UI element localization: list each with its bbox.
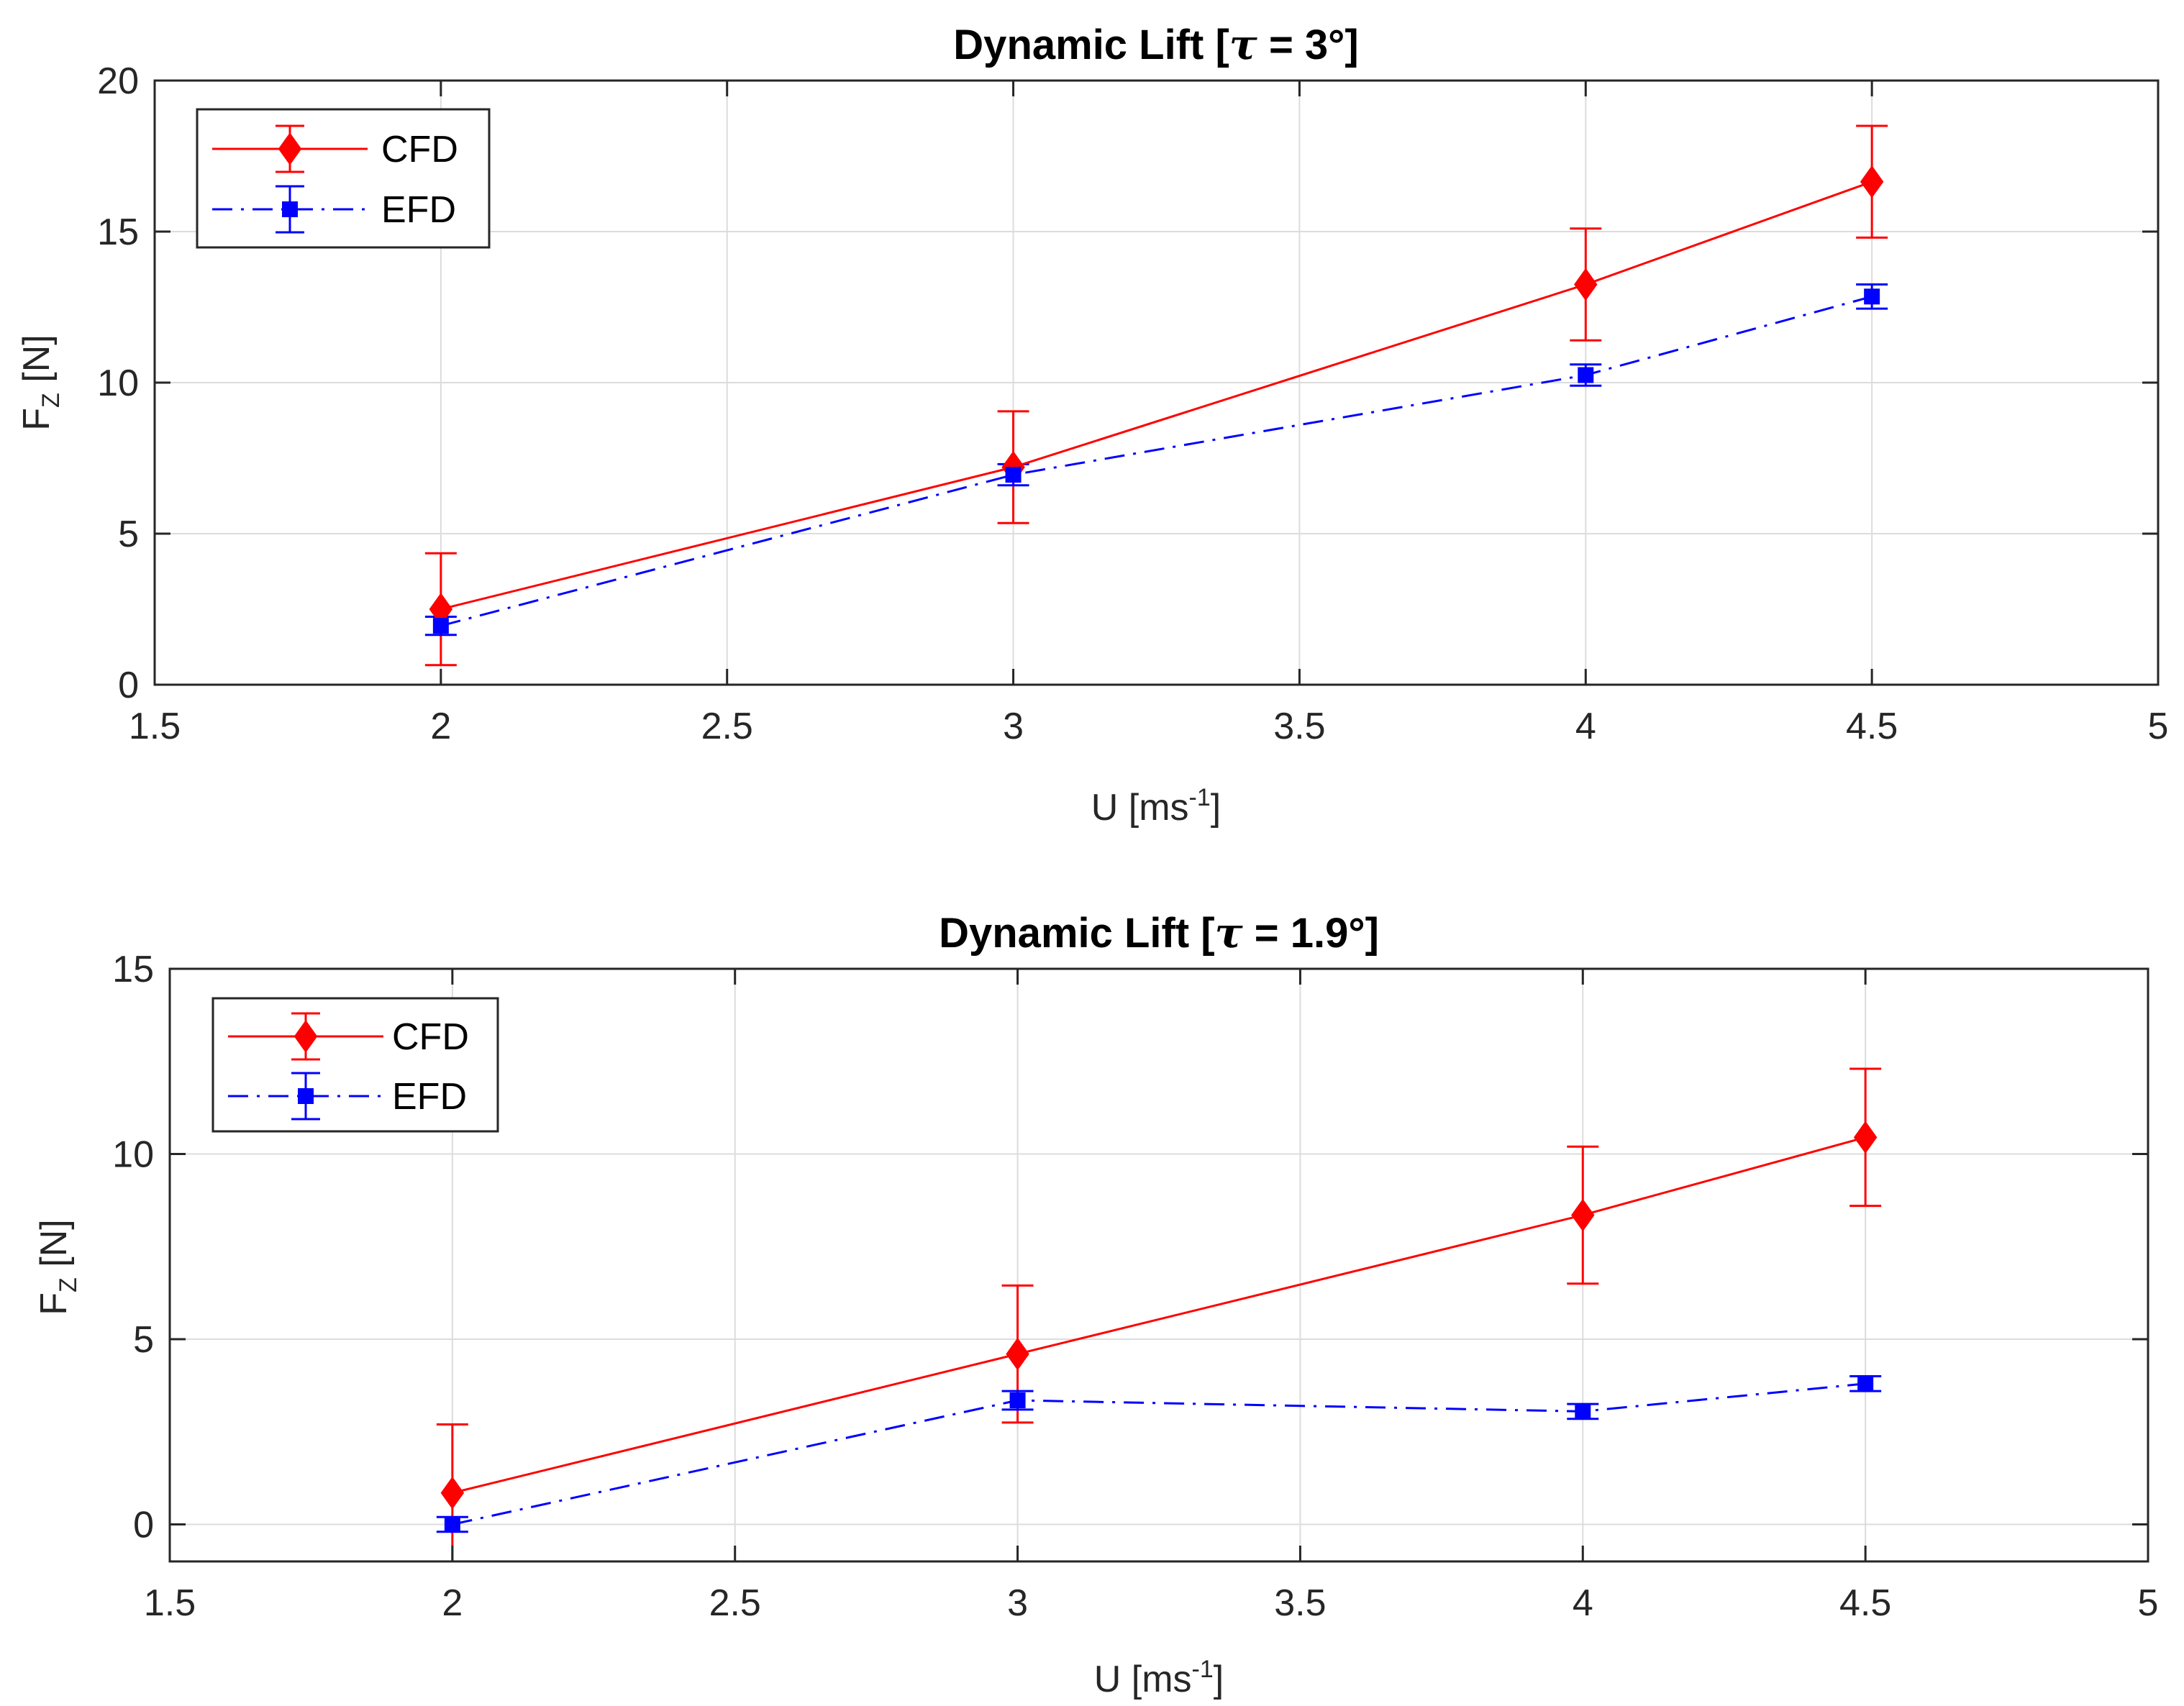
chart-1-title-symbol: τ xyxy=(1229,20,1258,69)
chart-2-xtick-label: 5 xyxy=(2138,1582,2159,1624)
chart-1-ytick-label: 0 xyxy=(118,665,139,706)
chart-1-xtick-label: 4 xyxy=(1575,706,1596,747)
chart-1-series-efd-line xyxy=(440,295,1873,627)
chart-2-ytick-label: 0 xyxy=(133,1505,154,1546)
chart-1-xtick-label: 5 xyxy=(2148,706,2169,747)
chart-2-xtick-label: 1.5 xyxy=(144,1582,196,1624)
chart-2-ylabel-main: F xyxy=(33,1292,75,1315)
legend-marker-cfd xyxy=(278,132,302,165)
chart-1-ytick-label: 15 xyxy=(97,211,139,253)
chart-2-point-efd xyxy=(1575,1403,1591,1420)
chart-2-xlabel-end: ] xyxy=(1214,1659,1224,1700)
chart-2-axes-box xyxy=(168,967,2149,1563)
chart-1-point-efd xyxy=(1578,367,1594,383)
chart-2-ticks: 1.5 2 2.5 3 3.5 4 4.5 5 0 5 10 15 xyxy=(112,949,2158,1624)
chart-1-ylabel-main: F xyxy=(16,408,58,431)
chart-2-markers xyxy=(440,1121,1878,1533)
chart-2-ylabel-end: [N] xyxy=(33,1219,75,1277)
chart-2-point-efd xyxy=(1857,1375,1874,1392)
chart-1-legend-box xyxy=(196,108,491,249)
chart-1-point-cfd xyxy=(1860,165,1884,199)
chart-2-point-cfd xyxy=(1853,1121,1878,1154)
chart-2-ytick-label: 10 xyxy=(112,1134,154,1176)
legend-marker-efd xyxy=(282,201,298,217)
chart-2-point-efd xyxy=(444,1516,460,1533)
chart-1-xtick-label: 2.5 xyxy=(701,706,753,747)
legend-marker-cfd xyxy=(294,1020,318,1053)
chart-2-legend-sample-cfd xyxy=(228,1012,383,1061)
chart-2-title-prefix: Dynamic Lift [ xyxy=(939,910,1215,957)
chart-1-title: Dynamic Lift [τ = 3°] xyxy=(953,20,1358,69)
chart-2-xtick-label: 3.5 xyxy=(1274,1582,1326,1624)
chart-1-xtick-label: 3 xyxy=(1003,706,1024,747)
chart-1-title-suffix: = 3°] xyxy=(1257,22,1359,68)
chart-1-point-efd xyxy=(1005,467,1022,483)
chart-2-title: Dynamic Lift [τ = 1.9°] xyxy=(939,908,1379,957)
chart-2-legend-sample-efd xyxy=(228,1072,383,1121)
chart-1-title-prefix: Dynamic Lift [ xyxy=(953,22,1229,68)
chart-1-xtick-label: 4.5 xyxy=(1846,706,1898,747)
chart-2-point-cfd xyxy=(440,1477,465,1510)
chart-2-xtick-label: 2 xyxy=(442,1582,463,1624)
chart-1-xlabel-sup: -1 xyxy=(1189,784,1211,811)
chart-1-xlabel-end: ] xyxy=(1211,787,1221,829)
chart-1-ylabel-end: [N] xyxy=(16,334,58,393)
chart-1-markers xyxy=(429,165,1884,634)
chart-2-legend-label-cfd: CFD xyxy=(392,1016,469,1058)
chart-1-legend-sample-efd xyxy=(212,185,368,234)
chart-1-legend-sample-cfd xyxy=(212,124,368,173)
chart-2-xtick-label: 2.5 xyxy=(709,1582,761,1624)
chart-2-legend-box xyxy=(211,997,499,1133)
chart-1-legend: CFD EFD xyxy=(196,108,491,249)
chart-1-xlabel: U [ms-1] xyxy=(1091,784,1221,829)
chart-2-point-cfd xyxy=(1006,1337,1029,1371)
chart-2-ylabel: FZ [N] xyxy=(33,1219,82,1315)
chart-2-ylabel-sub: Z xyxy=(55,1277,82,1292)
chart-1-xtick-label: 2 xyxy=(430,706,451,747)
chart-1-ticks: 1.5 2 2.5 3 3.5 4 4.5 5 0 5 10 15 20 xyxy=(97,60,2168,747)
chart-2-ytick-label: 5 xyxy=(133,1319,154,1361)
chart-1-ylabel: FZ [N] xyxy=(16,334,65,430)
chart-2-xtick-label: 4 xyxy=(1573,1582,1593,1624)
chart-2-xtick-label: 4.5 xyxy=(1839,1582,1891,1624)
chart-1-xtick-label: 1.5 xyxy=(129,706,181,747)
chart-2-title-suffix: = 1.9°] xyxy=(1243,910,1379,957)
chart-1-ytick-label: 20 xyxy=(97,60,139,102)
chart-1-series-cfd-line xyxy=(440,181,1873,611)
chart-1-lines xyxy=(440,181,1873,627)
chart-1-legend-label-efd: EFD xyxy=(381,189,456,231)
chart-2-point-cfd xyxy=(1571,1198,1595,1232)
chart-1-point-efd xyxy=(1864,288,1880,305)
chart-2-title-symbol: τ xyxy=(1215,908,1244,957)
chart-2-ytick-label: 15 xyxy=(112,949,154,990)
chart-2-point-efd xyxy=(1009,1392,1026,1408)
chart-2-xtick-label: 3 xyxy=(1007,1582,1028,1624)
chart-1-ytick-label: 10 xyxy=(97,362,139,404)
chart-1-legend-label-cfd: CFD xyxy=(381,129,458,170)
legend-marker-efd xyxy=(298,1088,314,1104)
chart-2-series-cfd-line xyxy=(452,1136,1866,1495)
chart-1-point-cfd xyxy=(1574,268,1598,301)
chart-2-legend-label-efd: EFD xyxy=(392,1076,467,1118)
chart-2-xlabel-sup: -1 xyxy=(1192,1656,1214,1683)
chart-1-ylabel-sub: Z xyxy=(37,393,65,408)
chart-1: 1.5 2 2.5 3 3.5 4 4.5 5 0 5 10 15 20 Dynamic Lift [τ… xyxy=(16,20,2168,829)
chart-2-series-efd-line xyxy=(452,1382,1866,1525)
chart-1-point-efd xyxy=(432,618,449,634)
chart-2-legend: CFD EFD xyxy=(211,997,499,1133)
chart-2-plot-area xyxy=(170,969,2148,1561)
chart-2-xlabel-main: U [ms xyxy=(1094,1659,1192,1700)
chart-1-ytick-label: 5 xyxy=(118,514,139,555)
chart-1-xlabel-main: U [ms xyxy=(1091,787,1189,829)
chart-2-xlabel: U [ms-1] xyxy=(1094,1656,1224,1700)
chart-2-lines xyxy=(452,1136,1866,1525)
chart-2: 1.5 2 2.5 3 3.5 4 4.5 5 0 5 10 15 Dynamic Lift [τ =… xyxy=(33,908,2158,1700)
chart-1-xtick-label: 3.5 xyxy=(1273,706,1325,747)
